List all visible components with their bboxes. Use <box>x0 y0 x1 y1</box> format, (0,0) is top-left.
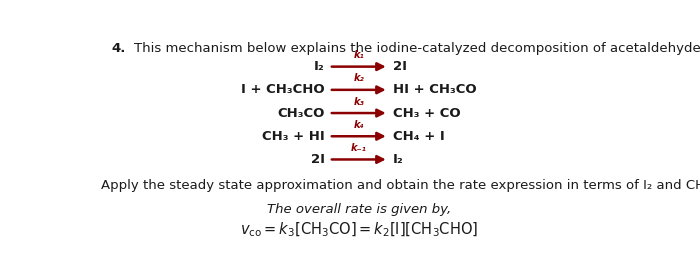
Text: 2I: 2I <box>393 60 407 73</box>
Text: CH₄ + I: CH₄ + I <box>393 130 444 143</box>
Text: CH₃ + CO: CH₃ + CO <box>393 107 461 119</box>
Text: I + CH₃CHO: I + CH₃CHO <box>241 83 325 96</box>
Text: This mechanism below explains the iodine-catalyzed decomposition of acetaldehyde: This mechanism below explains the iodine… <box>134 42 700 55</box>
Text: The overall rate is given by,: The overall rate is given by, <box>267 202 451 216</box>
Text: I₂: I₂ <box>393 153 404 166</box>
Text: k₋₁: k₋₁ <box>351 143 367 153</box>
Text: k₁: k₁ <box>354 50 364 60</box>
Text: k₄: k₄ <box>354 120 364 130</box>
Text: CH₃CO: CH₃CO <box>277 107 325 119</box>
Text: 2I: 2I <box>311 153 325 166</box>
Text: k₂: k₂ <box>354 73 364 84</box>
Text: Apply the steady state approximation and obtain the rate expression in terms of : Apply the steady state approximation and… <box>101 179 700 192</box>
Text: CH₃ + HI: CH₃ + HI <box>262 130 325 143</box>
Text: k₃: k₃ <box>354 97 364 107</box>
Text: I₂: I₂ <box>314 60 325 73</box>
Text: HI + CH₃CO: HI + CH₃CO <box>393 83 477 96</box>
Text: $v_{\mathrm{co}} = k_3\mathrm{[CH_3CO]} = k_2\mathrm{[I][CH_3CHO]}$: $v_{\mathrm{co}} = k_3\mathrm{[CH_3CO]} … <box>239 221 478 239</box>
Text: 4.: 4. <box>112 42 126 55</box>
